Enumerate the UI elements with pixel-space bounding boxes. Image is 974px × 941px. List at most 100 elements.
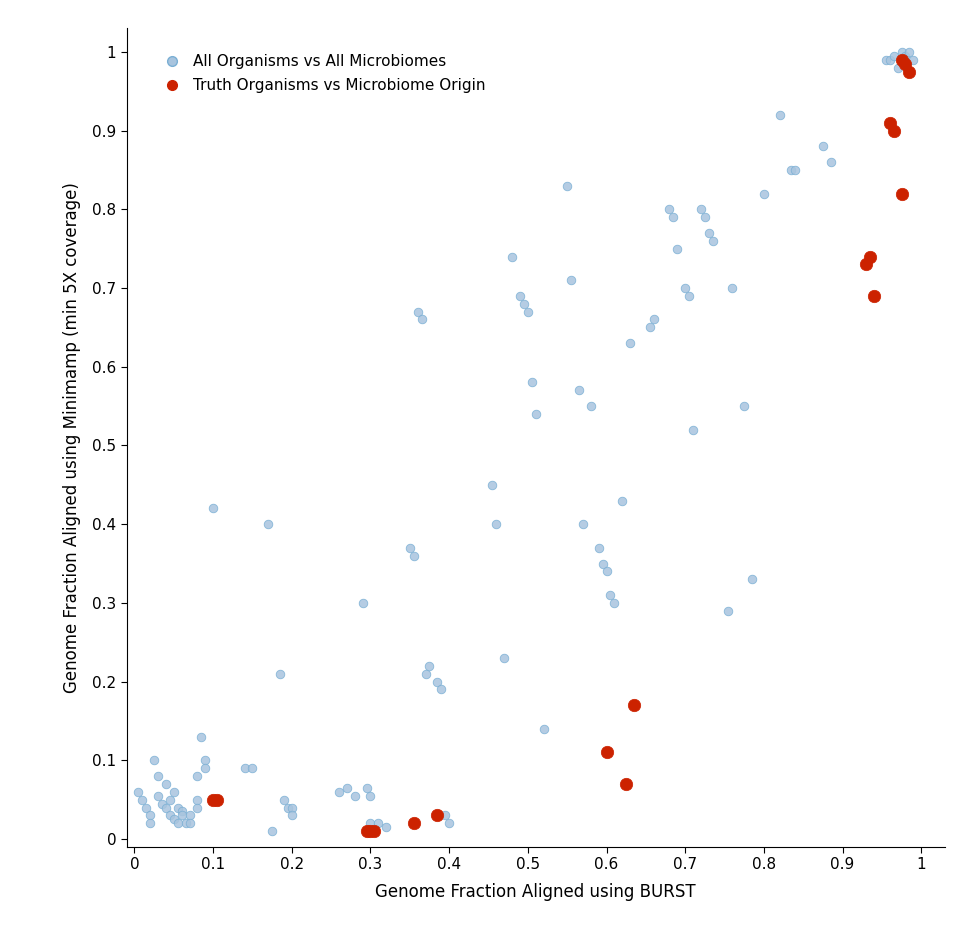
Truth Organisms vs Microbiome Origin — [894, 52, 910, 67]
All Organisms vs All Microbiomes — [174, 804, 190, 819]
All Organisms vs All Microbiomes — [563, 273, 579, 288]
All Organisms vs All Microbiomes — [524, 375, 540, 390]
All Organisms vs All Microbiomes — [898, 48, 914, 63]
Truth Organisms vs Microbiome Origin — [898, 56, 914, 72]
All Organisms vs All Microbiomes — [693, 201, 709, 216]
All Organisms vs All Microbiomes — [190, 800, 206, 815]
All Organisms vs All Microbiomes — [362, 789, 378, 804]
All Organisms vs All Microbiomes — [788, 163, 804, 178]
Truth Organisms vs Microbiome Origin — [862, 249, 878, 264]
All Organisms vs All Microbiomes — [166, 784, 181, 799]
All Organisms vs All Microbiomes — [433, 682, 449, 697]
All Organisms vs All Microbiomes — [134, 792, 150, 807]
All Organisms vs All Microbiomes — [591, 540, 607, 555]
Truth Organisms vs Microbiome Origin — [885, 123, 901, 138]
All Organisms vs All Microbiomes — [178, 816, 194, 831]
Truth Organisms vs Microbiome Origin — [626, 697, 642, 712]
All Organisms vs All Microbiomes — [284, 808, 300, 823]
All Organisms vs All Microbiomes — [783, 163, 799, 178]
All Organisms vs All Microbiomes — [162, 808, 177, 823]
All Organisms vs All Microbiomes — [485, 477, 501, 492]
All Organisms vs All Microbiomes — [237, 760, 252, 775]
All Organisms vs All Microbiomes — [890, 60, 906, 75]
All Organisms vs All Microbiomes — [642, 320, 657, 335]
All Organisms vs All Microbiomes — [406, 548, 422, 563]
All Organisms vs All Microbiomes — [725, 280, 740, 295]
All Organisms vs All Microbiomes — [198, 760, 213, 775]
All Organisms vs All Microbiomes — [174, 808, 190, 823]
All Organisms vs All Microbiomes — [571, 383, 586, 398]
All Organisms vs All Microbiomes — [418, 666, 433, 681]
All Organisms vs All Microbiomes — [441, 816, 457, 831]
All Organisms vs All Microbiomes — [146, 753, 162, 768]
All Organisms vs All Microbiomes — [150, 769, 166, 784]
All Organisms vs All Microbiomes — [182, 808, 198, 823]
All Organisms vs All Microbiomes — [721, 603, 736, 618]
Truth Organisms vs Microbiome Origin — [358, 823, 374, 838]
X-axis label: Genome Fraction Aligned using BURST: Genome Fraction Aligned using BURST — [375, 884, 696, 901]
All Organisms vs All Microbiomes — [756, 186, 771, 201]
All Organisms vs All Microbiomes — [166, 812, 181, 827]
All Organisms vs All Microbiomes — [736, 399, 752, 414]
All Organisms vs All Microbiomes — [665, 210, 681, 225]
All Organisms vs All Microbiomes — [536, 722, 551, 737]
All Organisms vs All Microbiomes — [686, 423, 701, 438]
All Organisms vs All Microbiomes — [206, 501, 221, 516]
Truth Organisms vs Microbiome Origin — [866, 288, 881, 303]
Truth Organisms vs Microbiome Origin — [858, 257, 874, 272]
All Organisms vs All Microbiomes — [347, 789, 362, 804]
All Organisms vs All Microbiomes — [244, 760, 260, 775]
All Organisms vs All Microbiomes — [358, 780, 374, 795]
All Organisms vs All Microbiomes — [277, 792, 292, 807]
All Organisms vs All Microbiomes — [260, 517, 276, 532]
All Organisms vs All Microbiomes — [516, 296, 532, 311]
All Organisms vs All Microbiomes — [575, 517, 590, 532]
Legend: All Organisms vs All Microbiomes, Truth Organisms vs Microbiome Origin: All Organisms vs All Microbiomes, Truth … — [151, 48, 492, 100]
All Organisms vs All Microbiomes — [190, 792, 206, 807]
All Organisms vs All Microbiomes — [182, 816, 198, 831]
All Organisms vs All Microbiomes — [881, 52, 897, 67]
All Organisms vs All Microbiomes — [520, 304, 536, 319]
All Organisms vs All Microbiomes — [414, 312, 430, 327]
All Organisms vs All Microbiomes — [131, 784, 146, 799]
All Organisms vs All Microbiomes — [512, 288, 528, 303]
All Organisms vs All Microbiomes — [622, 336, 638, 351]
All Organisms vs All Microbiomes — [366, 823, 382, 838]
All Organisms vs All Microbiomes — [198, 753, 213, 768]
All Organisms vs All Microbiomes — [902, 44, 918, 59]
All Organisms vs All Microbiomes — [154, 796, 169, 811]
All Organisms vs All Microbiomes — [437, 808, 453, 823]
All Organisms vs All Microbiomes — [815, 138, 831, 153]
All Organisms vs All Microbiomes — [661, 201, 677, 216]
Truth Organisms vs Microbiome Origin — [206, 792, 221, 807]
All Organisms vs All Microbiomes — [823, 154, 839, 169]
All Organisms vs All Microbiomes — [142, 808, 158, 823]
All Organisms vs All Microbiomes — [559, 178, 575, 193]
All Organisms vs All Microbiomes — [701, 226, 717, 241]
All Organisms vs All Microbiomes — [169, 816, 185, 831]
Truth Organisms vs Microbiome Origin — [406, 816, 422, 831]
All Organisms vs All Microbiomes — [497, 650, 512, 665]
All Organisms vs All Microbiomes — [697, 210, 713, 225]
All Organisms vs All Microbiomes — [607, 596, 622, 611]
All Organisms vs All Microbiomes — [878, 52, 893, 67]
All Organisms vs All Microbiomes — [150, 789, 166, 804]
All Organisms vs All Microbiomes — [402, 540, 418, 555]
Truth Organisms vs Microbiome Origin — [894, 186, 910, 201]
All Organisms vs All Microbiomes — [194, 729, 209, 744]
All Organisms vs All Microbiomes — [190, 769, 206, 784]
Truth Organisms vs Microbiome Origin — [366, 823, 382, 838]
All Organisms vs All Microbiomes — [281, 800, 296, 815]
All Organisms vs All Microbiomes — [355, 596, 370, 611]
Truth Organisms vs Microbiome Origin — [362, 823, 378, 838]
All Organisms vs All Microbiomes — [142, 816, 158, 831]
All Organisms vs All Microbiomes — [169, 800, 185, 815]
All Organisms vs All Microbiomes — [885, 48, 901, 63]
All Organisms vs All Microbiomes — [430, 674, 445, 689]
All Organisms vs All Microbiomes — [264, 823, 280, 838]
All Organisms vs All Microbiomes — [615, 493, 630, 508]
All Organisms vs All Microbiomes — [284, 800, 300, 815]
All Organisms vs All Microbiomes — [422, 659, 437, 674]
All Organisms vs All Microbiomes — [705, 233, 721, 248]
All Organisms vs All Microbiomes — [894, 44, 910, 59]
